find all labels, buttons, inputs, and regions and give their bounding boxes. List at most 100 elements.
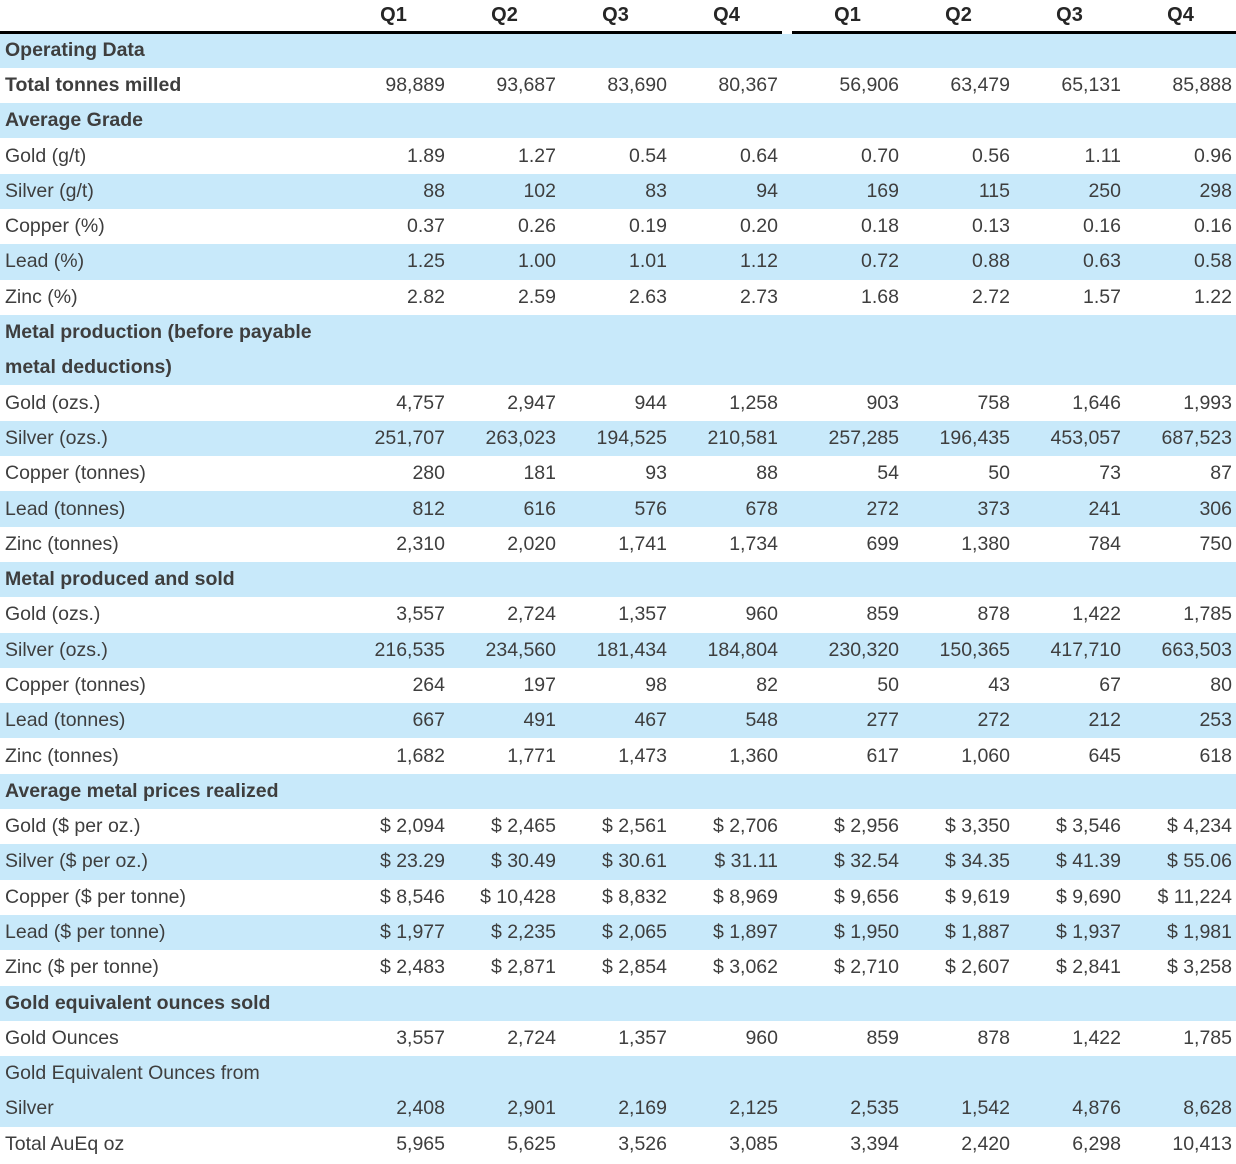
value-cell: 2,901 bbox=[449, 1056, 560, 1127]
value-cell: 277 bbox=[792, 703, 903, 739]
table-row: Copper (tonnes) 264 197 98 82 50 43 67 80 bbox=[0, 668, 1236, 703]
section-header-row: Metal produced and sold bbox=[0, 561, 1236, 598]
value-cell: 0.88 bbox=[903, 244, 1014, 280]
value-cell: 54 bbox=[877, 462, 899, 485]
column-gap bbox=[782, 668, 792, 703]
value-cell: 50 bbox=[988, 462, 1010, 485]
value-cell: 491 bbox=[449, 703, 560, 739]
value-cell: $ 2,871 bbox=[490, 956, 556, 979]
value-cell: $ 9,619 bbox=[944, 885, 1010, 908]
value-cell: 5,625 bbox=[507, 1132, 556, 1155]
value-cell: 1,422 bbox=[1072, 603, 1121, 626]
value-cell: 1,380 bbox=[961, 532, 1010, 555]
value-cell: $ 8,546 bbox=[379, 885, 445, 908]
table-row: Gold (g/t) 1.89 1.27 0.54 0.64 0.70 0.56 1.11 0.… bbox=[0, 138, 1236, 173]
value-cell: 257,285 bbox=[792, 420, 903, 457]
column-gap bbox=[782, 173, 792, 209]
value-cell: 667 bbox=[338, 703, 449, 739]
row-label: Copper ($ per tonne) bbox=[5, 885, 187, 908]
value-cell: 2,724 bbox=[507, 1026, 556, 1049]
table-row: Zinc (tonnes) 2,310 2,020 1,741 1,734 699 1,38… bbox=[0, 527, 1236, 562]
table-row: Zinc (%) 2.82 2.59 2.63 2.73 1.68 2.72 1.57 1.22 bbox=[0, 280, 1236, 315]
table-row: Zinc ($ per tonne) $ 2,483 $ 2,871 $ 2,854 $… bbox=[0, 950, 1236, 985]
row-label: Lead (%) bbox=[0, 244, 338, 280]
value-cell: 94 bbox=[671, 173, 782, 209]
value-cell: 150,365 bbox=[903, 632, 1014, 668]
row-label: Lead (tonnes) bbox=[0, 703, 338, 739]
quarter-header: Q1 bbox=[792, 0, 903, 34]
value-cell: 298 bbox=[1125, 173, 1236, 209]
value-cell: 1,422 bbox=[1072, 1026, 1121, 1049]
value-cell: $ 2,094 bbox=[379, 815, 445, 838]
value-cell: 253 bbox=[1125, 703, 1236, 739]
value-cell: 3,557 bbox=[396, 603, 445, 626]
value-cell: 2,020 bbox=[507, 532, 556, 555]
column-gap bbox=[782, 844, 792, 880]
value-cell: 1.01 bbox=[560, 244, 671, 280]
value-cell: 98,889 bbox=[385, 73, 445, 96]
row-label: Total tonnes milled bbox=[5, 73, 182, 96]
row-label: Gold (ozs.) bbox=[5, 603, 101, 626]
value-cell: 2,169 bbox=[560, 1056, 671, 1127]
value-cell: 181 bbox=[523, 462, 556, 485]
column-gap bbox=[782, 138, 792, 173]
value-cell: 196,435 bbox=[903, 420, 1014, 457]
value-cell: 859 bbox=[866, 603, 899, 626]
row-label: Zinc ($ per tonne) bbox=[5, 956, 159, 979]
value-cell: 784 bbox=[1088, 532, 1121, 555]
value-cell: 859 bbox=[866, 1026, 899, 1049]
value-cell: 0.58 bbox=[1125, 244, 1236, 280]
value-cell: $ 55.06 bbox=[1125, 844, 1236, 880]
value-cell: $ 31.11 bbox=[671, 844, 782, 880]
value-cell: 687,523 bbox=[1125, 420, 1236, 457]
value-cell: 2,420 bbox=[961, 1132, 1010, 1155]
row-label-line: metal deductions) bbox=[5, 356, 172, 379]
column-gap bbox=[782, 950, 792, 985]
quarter-header: Q3 bbox=[560, 0, 671, 34]
value-cell: 1.00 bbox=[449, 244, 560, 280]
value-cell: 272 bbox=[903, 703, 1014, 739]
section-header-row: Gold equivalent ounces sold bbox=[0, 985, 1236, 1021]
table-row: Total tonnes milled 98,889 93,687 83,690 80,… bbox=[0, 68, 1236, 103]
value-cell: 467 bbox=[560, 703, 671, 739]
value-cell: 617 bbox=[866, 744, 899, 767]
row-label-line: Gold Equivalent Ounces from bbox=[5, 1062, 260, 1085]
table-row: Zinc (tonnes) 1,682 1,771 1,473 1,360 617 1,06… bbox=[0, 738, 1236, 773]
value-cell: 616 bbox=[449, 491, 560, 527]
row-label: Gold (ozs.) bbox=[5, 391, 101, 414]
value-cell: 0.19 bbox=[629, 215, 667, 238]
value-cell: 1,542 bbox=[903, 1056, 1014, 1127]
value-cell: 56,906 bbox=[839, 73, 899, 96]
value-cell: $ 10,428 bbox=[480, 885, 556, 908]
row-label: Copper (tonnes) bbox=[5, 673, 146, 696]
value-cell: 0.56 bbox=[972, 144, 1010, 167]
column-gap bbox=[782, 385, 792, 420]
value-cell: 0.16 bbox=[1194, 215, 1232, 238]
value-cell: 73 bbox=[1099, 462, 1121, 485]
value-cell: 2,535 bbox=[792, 1056, 903, 1127]
value-cell: 272 bbox=[792, 491, 903, 527]
value-cell: 3,557 bbox=[396, 1026, 445, 1049]
value-cell: $ 8,969 bbox=[712, 885, 778, 908]
quarter-header: Q1 bbox=[338, 0, 449, 34]
value-cell: 548 bbox=[671, 703, 782, 739]
value-cell: $ 1,937 bbox=[1014, 914, 1125, 951]
value-cell: 0.70 bbox=[861, 144, 899, 167]
value-cell: $ 11,224 bbox=[1157, 885, 1232, 908]
table-row: Gold (ozs.) 3,557 2,724 1,357 960 859 878 1,422… bbox=[0, 597, 1236, 632]
value-cell: $ 32.54 bbox=[792, 844, 903, 880]
value-cell: 0.96 bbox=[1194, 144, 1232, 167]
value-cell: 1,646 bbox=[1072, 391, 1121, 414]
value-cell: 0.72 bbox=[792, 244, 903, 280]
value-cell: $ 1,950 bbox=[792, 914, 903, 951]
value-cell: 98 bbox=[645, 673, 667, 696]
column-gap bbox=[782, 1056, 792, 1127]
value-cell: 10,413 bbox=[1172, 1132, 1232, 1155]
section-header-row: Metal production (before payable metal de… bbox=[0, 314, 1236, 386]
value-cell: 944 bbox=[634, 391, 667, 414]
header-label-spacer bbox=[0, 0, 338, 34]
value-cell: 241 bbox=[1014, 491, 1125, 527]
value-cell: 212 bbox=[1014, 703, 1125, 739]
column-gap bbox=[782, 280, 792, 315]
